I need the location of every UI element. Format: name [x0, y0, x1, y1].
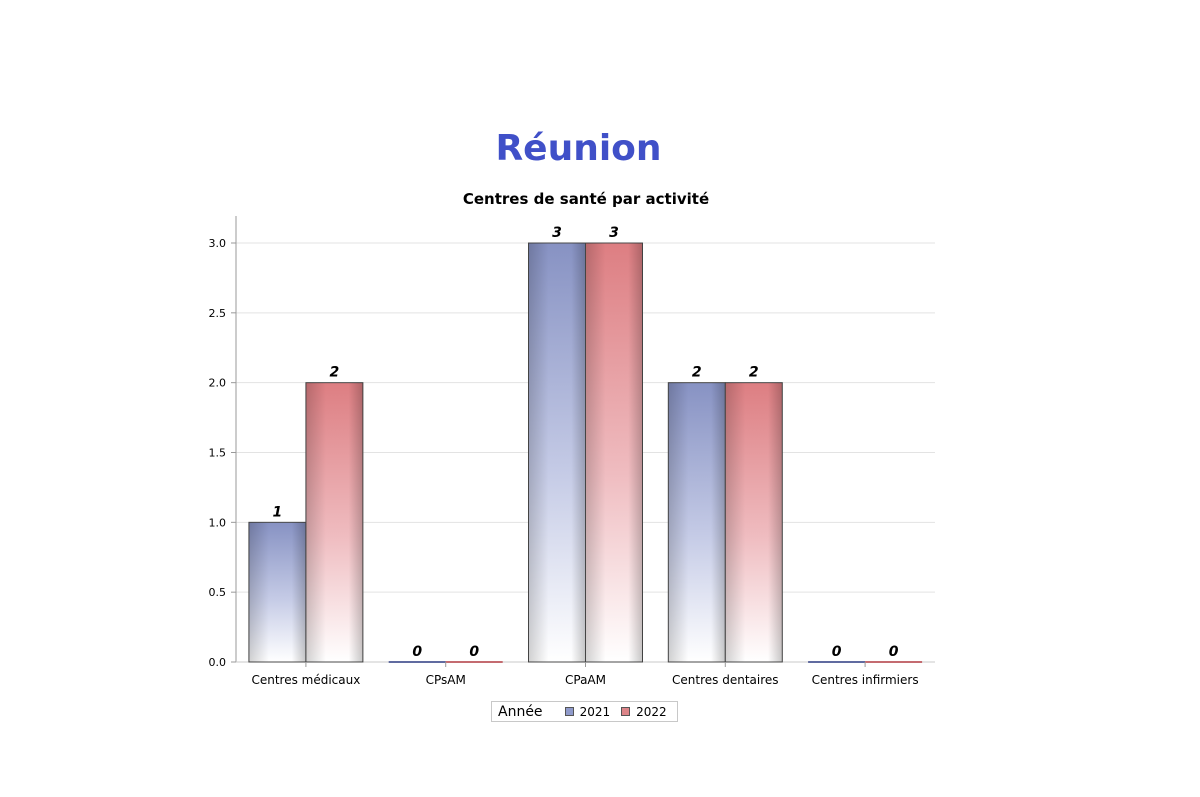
x-axis: Centres médicaux CPsAM CPaAM Centres dentai…	[251, 662, 919, 687]
y-tick-label: 1.0	[209, 516, 227, 529]
x-tick-label: Centres médicaux	[251, 673, 360, 687]
x-tick-label: Centres dentaires	[672, 673, 779, 687]
data-label: 0	[469, 644, 479, 660]
legend-label-2022: 2022	[636, 704, 667, 719]
data-label: 2	[749, 365, 759, 381]
y-tick-label: 2.5	[209, 307, 227, 320]
legend-title: Année	[498, 703, 543, 720]
bar-shading	[528, 243, 586, 662]
bar-shading	[668, 382, 726, 662]
data-label: 0	[889, 644, 899, 660]
y-tick-label: 1.5	[209, 447, 227, 460]
y-tick-label: 0.5	[209, 586, 227, 599]
bar-shading	[305, 382, 363, 662]
x-tick-label: CPsAM	[426, 673, 466, 687]
data-label: 2	[330, 365, 340, 381]
x-tick-label: Centres infirmiers	[812, 673, 919, 687]
legend-label-2021: 2021	[579, 704, 611, 719]
legend-item-2021: 2021	[564, 704, 611, 719]
data-label: 3	[552, 225, 562, 241]
legend-swatch-2022	[621, 707, 631, 716]
y-tick-label: 3.0	[209, 237, 227, 250]
legend: Année 2021 2022	[491, 701, 678, 722]
y-tick-label: 2.0	[209, 377, 227, 390]
data-label: 1	[273, 504, 283, 520]
legend-swatch-2021	[564, 707, 574, 716]
legend-item-2022: 2022	[621, 705, 667, 719]
y-tick-label: 0.0	[209, 656, 227, 669]
data-label: 3	[609, 225, 619, 241]
page-title: Réunion	[495, 128, 662, 169]
data-label: 0	[832, 644, 842, 660]
data-label: 2	[692, 365, 702, 381]
bars	[248, 242, 923, 663]
bar-shading	[725, 382, 783, 662]
bar-shading	[585, 243, 643, 662]
data-labels: 1 2 0 0 3 3 2 2 0 0	[273, 225, 899, 660]
x-tick-label: CPaAM	[565, 673, 606, 687]
data-label: 0	[412, 644, 422, 660]
bar-shading	[248, 522, 306, 662]
chart-title: Centres de santé par activité	[462, 190, 710, 208]
